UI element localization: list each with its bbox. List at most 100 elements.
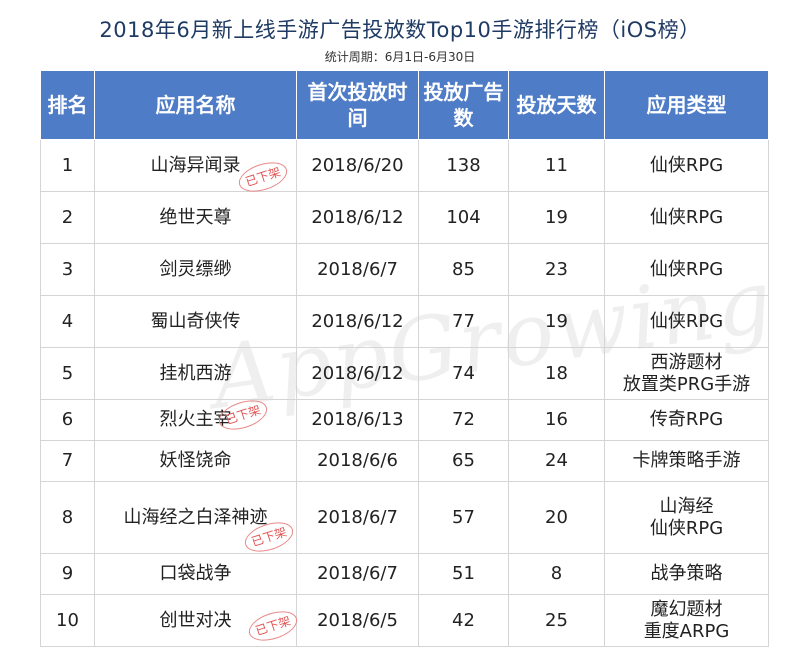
cell-days-text: 11: [545, 154, 568, 176]
cell-first-date: 2018/6/20: [296, 139, 419, 192]
page-subtitle: 统计周期：6月1日-6月30日: [324, 50, 476, 64]
delisted-stamp: 已下架: [245, 605, 301, 647]
cell-ad-count: 74: [418, 347, 509, 400]
table-row: 7 妖怪饶命 2018/6/6 65 24 卡牌策略手游: [40, 440, 769, 482]
cell-days-text: 18: [545, 362, 568, 384]
cell-rank-text: 6: [61, 409, 74, 430]
cell-app-name: 烈火主宰 已下架: [94, 394, 297, 441]
cell-first-date: 2018/6/12: [296, 191, 419, 244]
cell-first-date-text: 2018/6/20: [311, 154, 404, 176]
cell-days-text: 25: [545, 609, 568, 631]
cell-app-type: 山海经 仙侠RPG: [604, 481, 769, 554]
cell-app-type-text: 魔幻题材 重度ARPG: [643, 598, 730, 642]
cell-days-text: 23: [545, 258, 568, 280]
cell-app-type: 仙侠RPG: [604, 191, 769, 244]
cell-app-name-text: 挂机西游: [159, 362, 232, 384]
cell-first-date: 2018/6/5: [296, 594, 419, 647]
table-row: 9 口袋战争 2018/6/7 51 8 战争策略: [40, 553, 769, 595]
table-row: 10 创世对决 已下架 2018/6/5 42 25 魔幻题材 重度ARPG: [40, 594, 769, 647]
cell-app-name: 山海异闻录 已下架: [94, 139, 297, 198]
cell-app-name-text: 山海经之白泽神迹: [123, 506, 268, 528]
cell-app-name: 剑灵缥缈: [94, 243, 297, 296]
cell-app-type-text: 战争策略: [650, 563, 723, 584]
cell-rank-text: 9: [61, 563, 74, 584]
cell-app-name-text: 山海异闻录: [150, 154, 241, 176]
header-days: 投放天数: [508, 70, 605, 140]
page-title: 2018年6月新上线手游广告投放数Top10手游排行榜（iOS榜）: [99, 18, 701, 42]
cell-rank: 4: [40, 295, 95, 348]
cell-days: 19: [508, 295, 605, 348]
cell-ad-count-text: 104: [446, 206, 481, 228]
cell-first-date: 2018/6/13: [296, 399, 419, 441]
cell-rank: 1: [40, 139, 95, 192]
cell-first-date-text: 2018/6/12: [311, 206, 404, 228]
cell-rank: 8: [40, 481, 95, 554]
cell-ad-count-text: 57: [452, 506, 475, 528]
cell-ad-count-text: 51: [452, 563, 475, 584]
cell-ad-count-text: 74: [452, 362, 475, 384]
cell-app-type: 魔幻题材 重度ARPG: [604, 594, 769, 647]
cell-days: 19: [508, 191, 605, 244]
table-row: 8 山海经之白泽神迹 已下架 2018/6/7 57 20 山海经 仙侠RPG: [40, 481, 769, 558]
cell-app-type: 仙侠RPG: [604, 243, 769, 296]
cell-app-type-text: 仙侠RPG: [649, 310, 724, 332]
table-row: 2 绝世天尊 2018/6/12 104 19 仙侠RPG: [40, 191, 769, 244]
table-header-row: 排名 应用名称 首次投放时间 投放广告数 投放天数 应用类型: [40, 70, 769, 140]
cell-first-date-text: 2018/6/12: [311, 362, 404, 384]
cell-first-date: 2018/6/6: [296, 440, 419, 482]
cell-first-date-text: 2018/6/13: [311, 409, 404, 430]
cell-app-type: 西游题材 放置类PRG手游: [604, 347, 769, 400]
cell-first-date-text: 2018/6/7: [317, 506, 398, 528]
cell-app-type: 传奇RPG: [604, 399, 769, 441]
table-row: 5 挂机西游 2018/6/12 74 18 西游题材 放置类PRG手游: [40, 347, 769, 400]
cell-rank-text: 2: [61, 206, 74, 228]
table-row: 4 蜀山奇侠传 2018/6/12 77 19 仙侠RPG: [40, 295, 769, 348]
cell-rank: 3: [40, 243, 95, 296]
cell-app-name-text: 绝世天尊: [159, 206, 232, 228]
cell-app-name: 妖怪饶命: [94, 440, 297, 482]
header-rank: 排名: [40, 70, 95, 140]
cell-days: 18: [508, 347, 605, 400]
cell-app-name: 山海经之白泽神迹 已下架: [94, 481, 297, 558]
cell-first-date: 2018/6/7: [296, 481, 419, 554]
cell-rank: 9: [40, 553, 95, 595]
cell-days: 16: [508, 399, 605, 441]
cell-app-type-text: 仙侠RPG: [649, 206, 724, 228]
cell-first-date-text: 2018/6/12: [311, 310, 404, 332]
cell-app-name-text: 口袋战争: [159, 563, 232, 584]
cell-first-date: 2018/6/12: [296, 295, 419, 348]
cell-ad-count: 51: [418, 553, 509, 595]
cell-app-type: 仙侠RPG: [604, 295, 769, 348]
cell-days-text: 16: [545, 409, 568, 430]
cell-rank-text: 4: [61, 310, 74, 332]
cell-rank-text: 3: [61, 258, 74, 280]
cell-days: 11: [508, 139, 605, 192]
cell-ad-count-text: 85: [452, 258, 475, 280]
table-row: 6 烈火主宰 已下架 2018/6/13 72 16 传奇RPG: [40, 394, 769, 441]
header-app-type: 应用类型: [604, 70, 769, 140]
cell-first-date-text: 2018/6/6: [317, 450, 398, 471]
cell-ad-count: 85: [418, 243, 509, 296]
cell-days: 25: [508, 594, 605, 647]
cell-first-date: 2018/6/7: [296, 553, 419, 595]
cell-rank: 10: [40, 594, 95, 647]
cell-first-date: 2018/6/7: [296, 243, 419, 296]
cell-ad-count: 138: [418, 139, 509, 192]
cell-first-date: 2018/6/12: [296, 347, 419, 400]
cell-ad-count-text: 42: [452, 609, 475, 631]
cell-rank-text: 10: [56, 609, 79, 631]
header-first-date: 首次投放时间: [296, 70, 419, 140]
cell-app-name: 创世对决 已下架: [94, 594, 301, 647]
ranking-table: 排名 应用名称 首次投放时间 投放广告数 投放天数 应用类型 1 山海异闻录 已下架…: [40, 70, 769, 647]
cell-app-name: 口袋战争: [94, 553, 297, 595]
cell-rank: 6: [40, 399, 95, 441]
cell-rank: 5: [40, 347, 95, 400]
cell-first-date-text: 2018/6/7: [317, 563, 398, 584]
cell-days: 24: [508, 440, 605, 482]
cell-app-type-text: 仙侠RPG: [649, 154, 724, 176]
header-app-name: 应用名称: [94, 70, 297, 140]
header-ad-count: 投放广告数: [418, 70, 509, 140]
cell-app-name-text: 蜀山奇侠传: [150, 310, 241, 332]
cell-app-type-text: 卡牌策略手游: [632, 450, 741, 471]
cell-app-name-text: 剑灵缥缈: [159, 258, 232, 280]
